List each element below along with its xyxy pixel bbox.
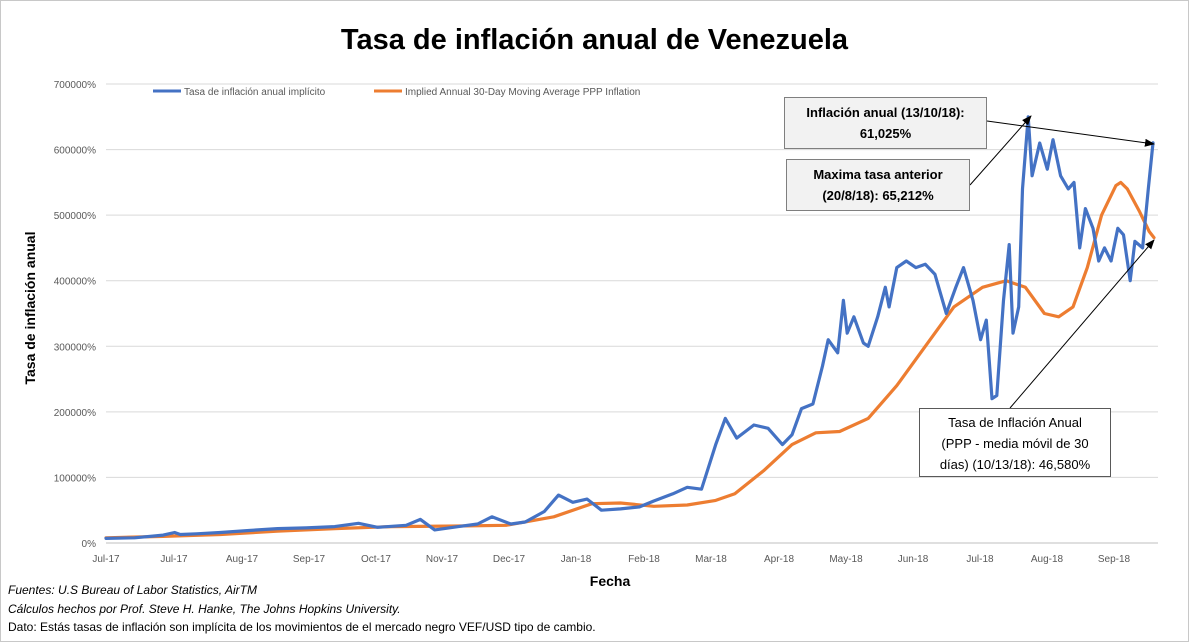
- series-line-ppp-moving-average: [104, 180, 1156, 540]
- y-tick-label: 700000%: [54, 80, 96, 91]
- annotation-arrow: [969, 115, 1032, 186]
- chart-title: Tasa de inflación anual de Venezuela: [340, 24, 849, 56]
- y-tick-label: 400000%: [54, 277, 96, 288]
- y-tick-label: 300000%: [54, 342, 96, 353]
- y-tick-label: 0%: [82, 539, 97, 550]
- x-tick-label: Jul-18: [966, 554, 994, 565]
- y-tick-label: 600000%: [54, 146, 96, 157]
- annotation-current-line1: Inflación anual (13/10/18):: [806, 105, 965, 120]
- x-tick-label: Aug-18: [1031, 554, 1064, 565]
- x-tick-label: Jan-18: [561, 554, 592, 565]
- legend-entry: Tasa de inflación anual implícito: [184, 87, 326, 98]
- annotation-previous-max: Maxima tasa anterior (20/8/18): 65,212%: [786, 159, 970, 211]
- legend-entry: Implied Annual 30-Day Moving Average PPP…: [405, 87, 640, 98]
- x-tick-label: Jun-18: [898, 554, 929, 565]
- x-tick-label: Dec-17: [493, 554, 526, 565]
- y-tick-label: 500000%: [54, 211, 96, 222]
- annotation-ppp-line3: días) (10/13/18): 46,580%: [939, 457, 1091, 472]
- y-axis-label: Tasa de inflación anual: [22, 231, 38, 385]
- x-tick-label: Jul-17: [160, 554, 188, 565]
- annotation-current-inflation: Inflación anual (13/10/18): 61,025%: [784, 97, 987, 149]
- x-tick-label: May-18: [829, 554, 863, 565]
- y-tick-label: 200000%: [54, 408, 96, 419]
- footer-data-note: Dato: Estás tasas de inflación son implí…: [8, 620, 596, 634]
- x-tick-label: Aug-17: [226, 554, 259, 565]
- x-tick-label: Jul-17: [92, 554, 120, 565]
- x-tick-label: Oct-17: [361, 554, 391, 565]
- x-tick-label: Nov-17: [426, 554, 459, 565]
- annotation-current-line2: 61,025%: [859, 126, 912, 141]
- x-tick-label: Sep-17: [293, 554, 326, 565]
- footer-sources: Fuentes: U.S Bureau of Labor Statistics,…: [8, 583, 257, 597]
- annotation-ppp-line2: (PPP - media móvil de 30: [941, 436, 1089, 451]
- x-tick-label: Mar-18: [695, 554, 727, 565]
- y-tick-label: 100000%: [54, 473, 96, 484]
- series-line-implied-inflation: [104, 115, 1155, 541]
- annotation-ppp-average: Tasa de Inflación Anual (PPP - media móv…: [919, 408, 1111, 477]
- x-tick-label: Feb-18: [628, 554, 660, 565]
- x-tick-label: Apr-18: [764, 554, 794, 565]
- footer-calculations: Cálculos hechos por Prof. Steve H. Hanke…: [8, 602, 401, 616]
- annotation-max-line2: (20/8/18): 65,212%: [822, 188, 934, 203]
- annotation-ppp-line1: Tasa de Inflación Anual: [948, 415, 1082, 430]
- annotation-max-line1: Maxima tasa anterior: [813, 167, 943, 182]
- annotation-arrow: [1009, 239, 1155, 409]
- x-axis-label: Fecha: [589, 573, 631, 589]
- x-tick-label: Sep-18: [1098, 554, 1131, 565]
- annotation-arrow: [986, 120, 1155, 147]
